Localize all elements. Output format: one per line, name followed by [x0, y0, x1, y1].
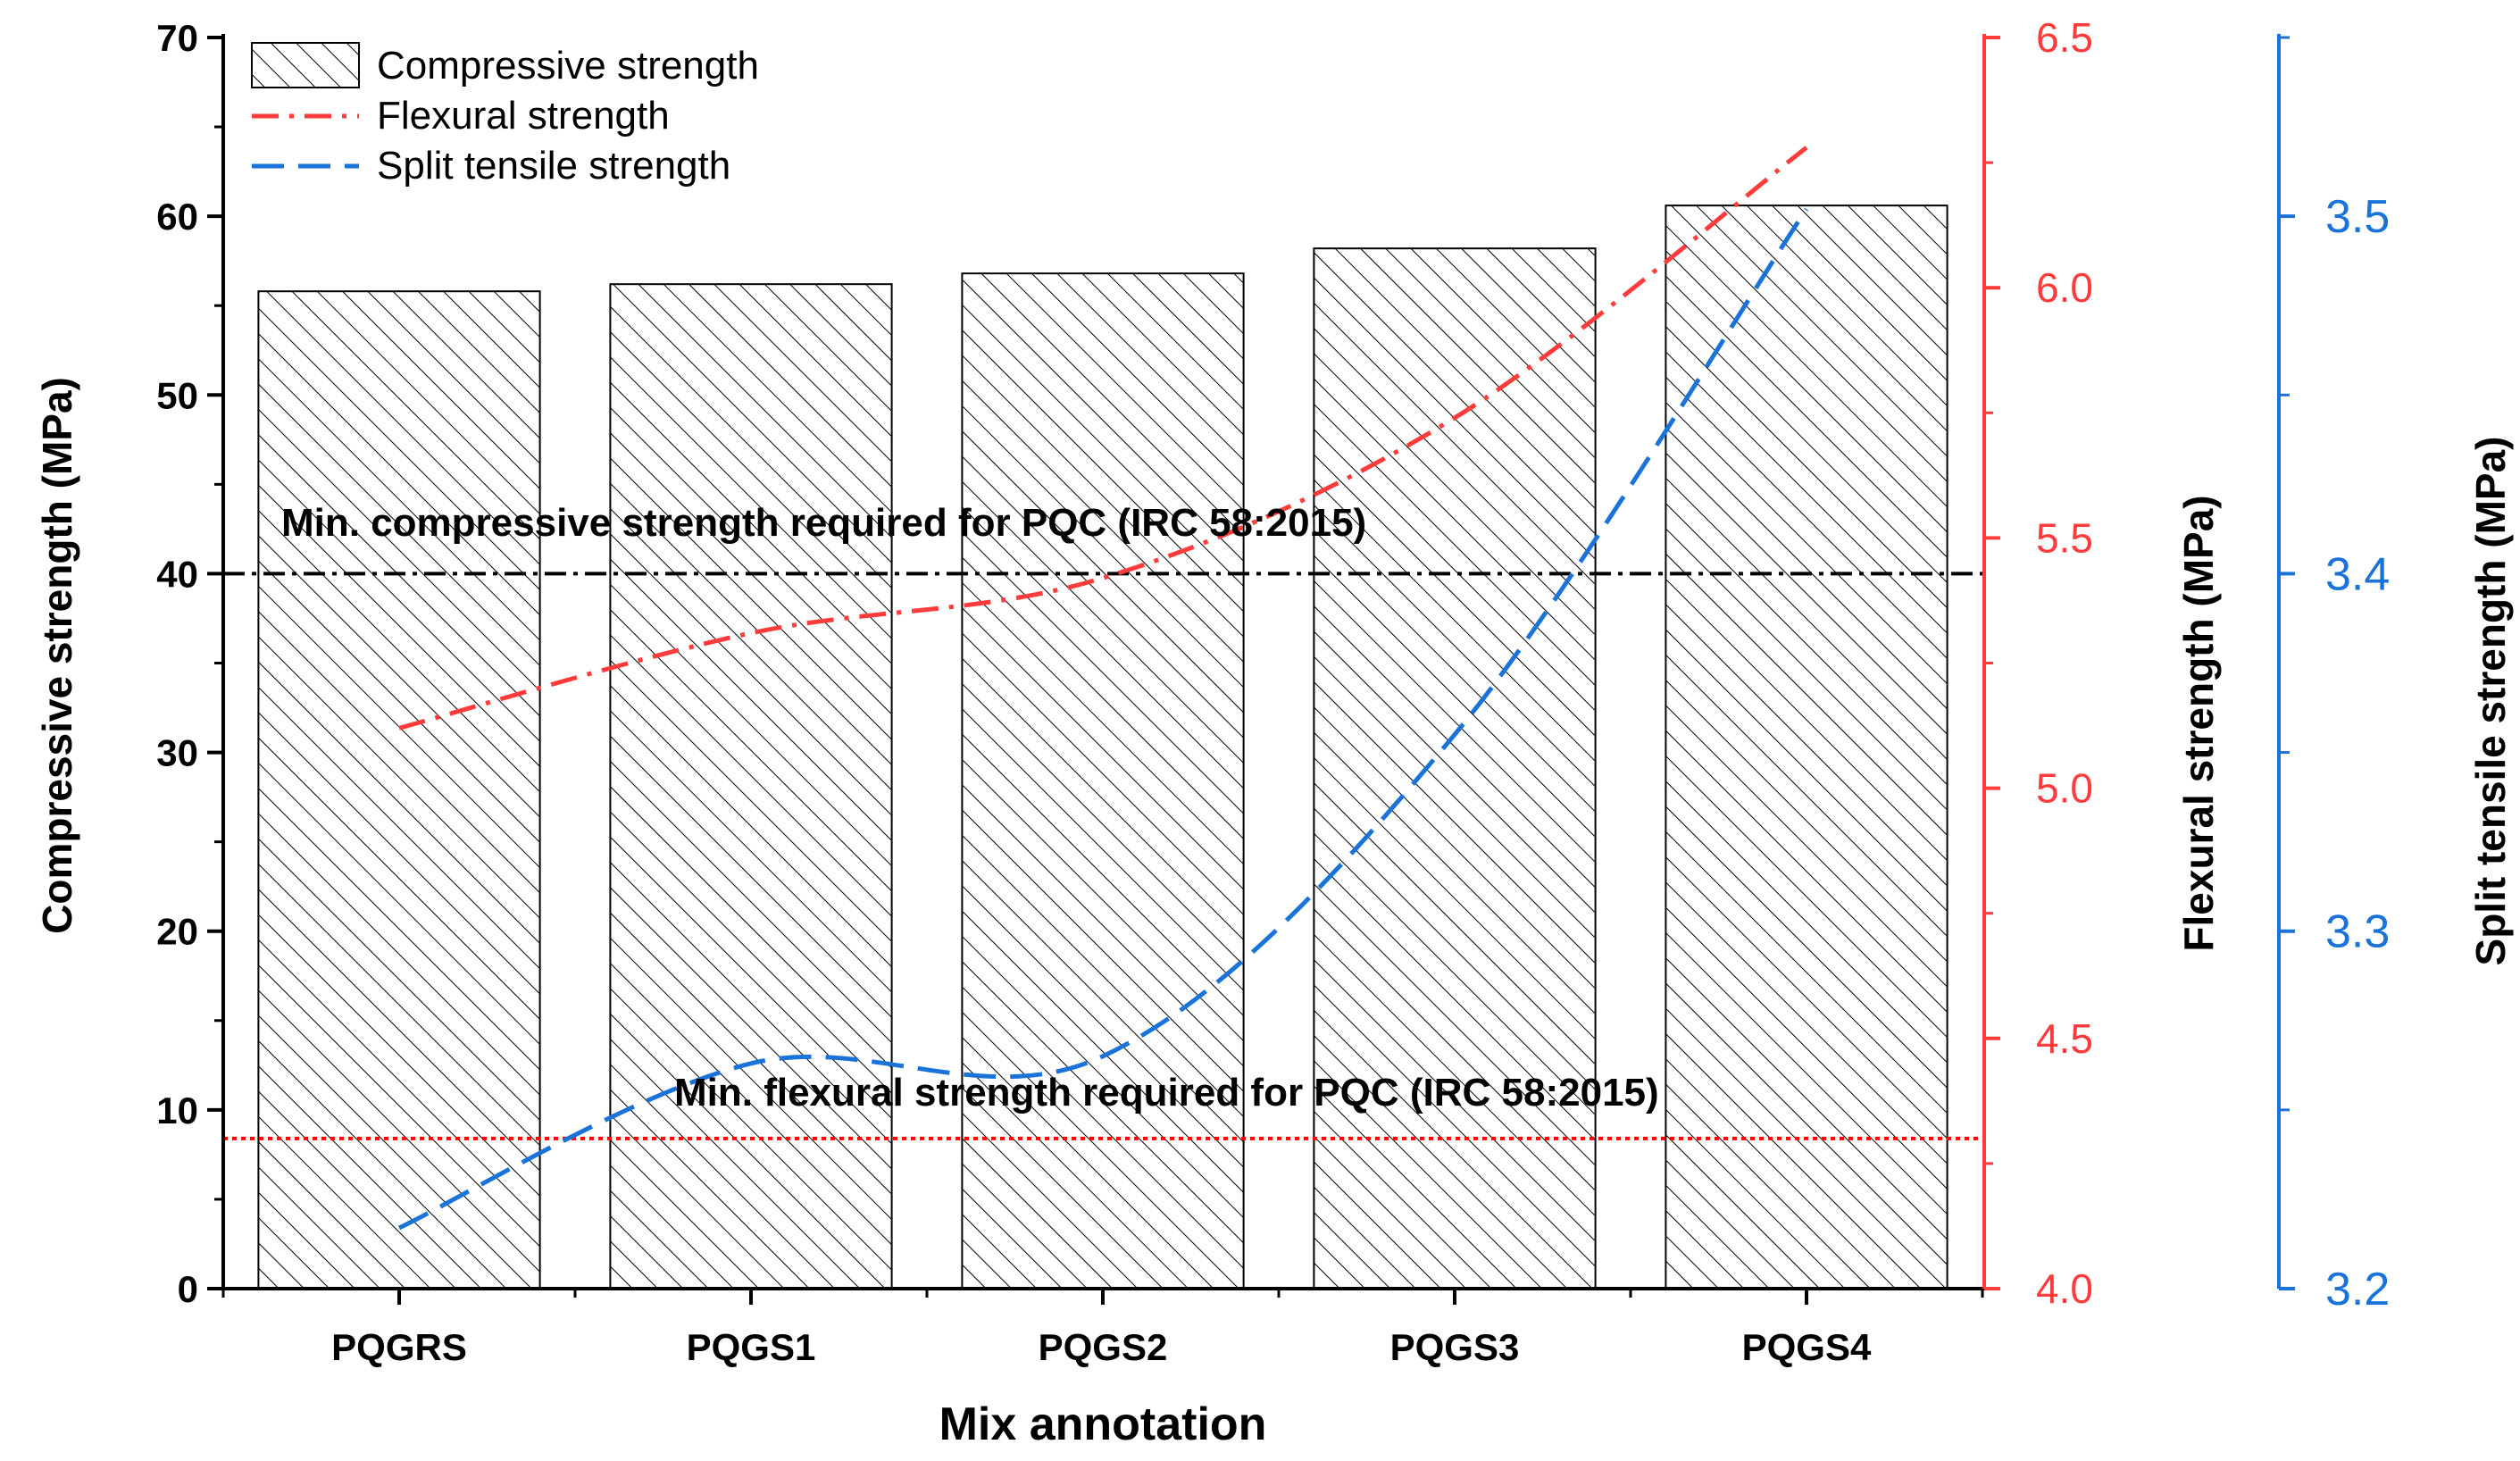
left-tick-label: 70	[156, 17, 198, 59]
x-tick-label: PQGS3	[1390, 1326, 1520, 1368]
bar-pqgrs	[257, 290, 541, 1290]
right2-tick-label: 3.4	[2325, 548, 2390, 600]
bar-pqgs3	[1313, 247, 1597, 1290]
x-tick-label: PQGS2	[1039, 1326, 1168, 1368]
bar-pqgs2	[961, 272, 1245, 1290]
legend: Compressive strength Flexural strength S…	[251, 42, 759, 188]
right1-axis-title: Flexural strength (MPa)	[2175, 495, 2222, 951]
left-axis-title: Compressive strength (MPa)	[34, 377, 80, 934]
left-tick-label: 60	[156, 196, 198, 238]
right1-tick-label: 4.0	[2036, 1265, 2093, 1312]
compressive-strength-bars	[257, 205, 1948, 1290]
ref-label-compressive: Min. compressive strength required for P…	[281, 501, 1366, 545]
legend-label-split: Split tensile strength	[377, 144, 730, 188]
left-tick-label: 50	[156, 374, 198, 416]
left-tick-label: 10	[156, 1089, 198, 1131]
x-tick-label: PQGS1	[687, 1326, 816, 1368]
bar-pqgs4	[1665, 205, 1948, 1290]
tick-labels: 0 10 20 30 40 50 60 70 PQGRS PQGS1 PQGS2 PQGS3 PQGS4…	[156, 14, 2390, 1368]
legend-label-compressive: Compressive strength	[377, 44, 759, 88]
left-tick-label: 30	[156, 732, 198, 774]
right2-tick-label: 3.5	[2325, 191, 2390, 243]
axes	[207, 34, 2295, 1305]
right2-tick-label: 3.2	[2325, 1264, 2390, 1315]
right1-tick-label: 4.5	[2036, 1015, 2093, 1062]
flexural-strength-line	[398, 146, 1808, 730]
right2-tick-label: 3.3	[2325, 906, 2390, 958]
right1-tick-label: 5.0	[2036, 765, 2093, 812]
right1-tick-label: 6.0	[2036, 264, 2093, 311]
legend-swatch-compressive	[251, 42, 360, 88]
bar-pqgs1	[609, 283, 893, 1290]
legend-label-flexural: Flexural strength	[377, 94, 670, 138]
strength-lines	[397, 146, 1809, 1231]
ref-label-flexural: Min. flexural strength required for PQC …	[674, 1071, 1659, 1115]
right2-axis-title: Split tensile strength (MPa)	[2467, 437, 2514, 966]
x-tick-label: PQGRS	[331, 1326, 467, 1368]
right1-tick-label: 5.5	[2036, 514, 2093, 561]
right1-tick-label: 6.5	[2036, 14, 2093, 61]
left-tick-label: 0	[178, 1268, 198, 1310]
split-tensile-strength-line	[397, 207, 1809, 1231]
left-tick-label: 40	[156, 553, 198, 595]
x-tick-label: PQGS4	[1742, 1326, 1872, 1368]
left-tick-label: 20	[156, 911, 198, 953]
reference-lines	[223, 572, 1982, 1140]
x-axis-title: Mix annotation	[939, 1398, 1267, 1450]
